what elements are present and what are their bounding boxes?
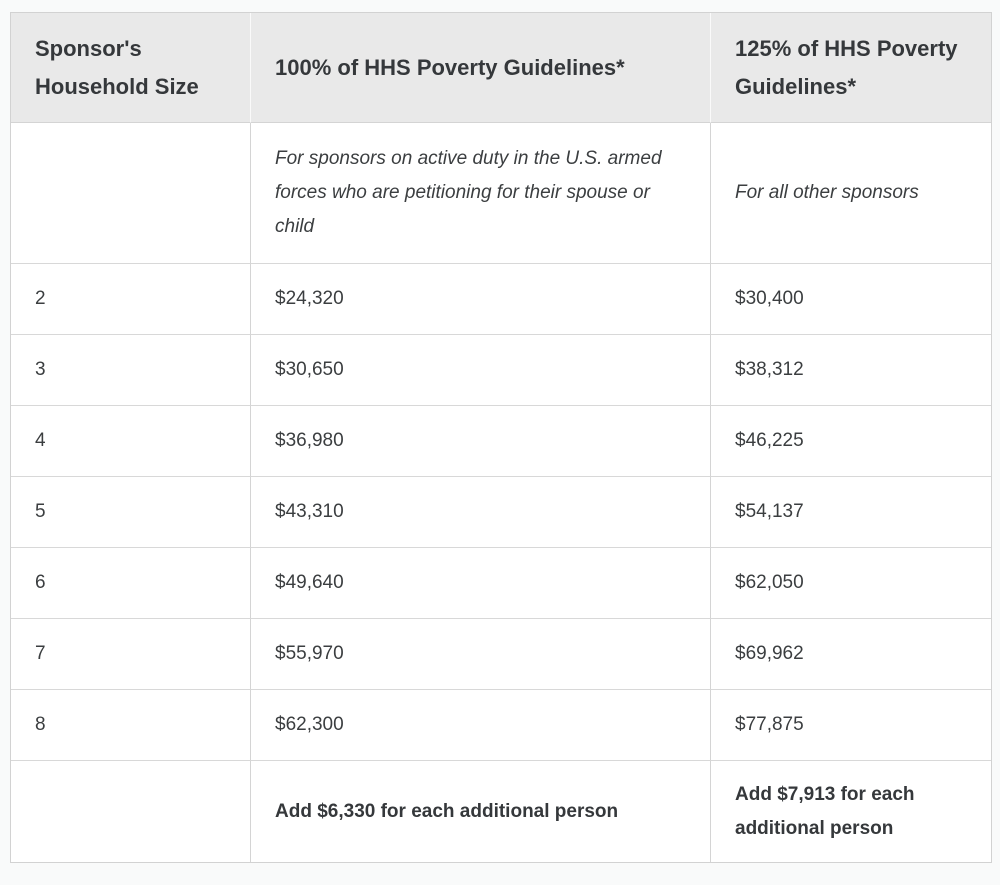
guideline-100-cell: $55,970 [251, 619, 711, 690]
note-cell-100: For sponsors on active duty in the U.S. … [251, 123, 711, 264]
household-size-cell: 5 [11, 477, 251, 548]
header-100-percent: 100% of HHS Poverty Guidelines* [251, 13, 711, 123]
guideline-100-cell: $30,650 [251, 335, 711, 406]
household-size-cell: 7 [11, 619, 251, 690]
table-row: 5 $43,310 $54,137 [11, 477, 991, 548]
note-all-other: For all other sponsors [735, 181, 919, 203]
guideline-100-cell: $62,300 [251, 690, 711, 761]
table-row: 8 $62,300 $77,875 [11, 690, 991, 761]
guideline-125-cell: $77,875 [711, 690, 991, 761]
guideline-125-cell: $38,312 [711, 335, 991, 406]
table-row: 7 $55,970 $69,962 [11, 619, 991, 690]
footer-cell-empty [11, 761, 251, 862]
household-size-cell: 4 [11, 406, 251, 477]
additional-person-row: Add $6,330 for each additional person Ad… [11, 761, 991, 862]
table-row: 3 $30,650 $38,312 [11, 335, 991, 406]
header-household-size: Sponsor's Household Size [11, 13, 251, 123]
guideline-125-cell: $54,137 [711, 477, 991, 548]
household-size-cell: 6 [11, 548, 251, 619]
guideline-125-cell: $62,050 [711, 548, 991, 619]
note-active-duty: For sponsors on active duty in the U.S. … [275, 147, 662, 238]
guideline-125-cell: $46,225 [711, 406, 991, 477]
header-125-percent: 125% of HHS Poverty Guidelines* [711, 13, 991, 123]
note-row: For sponsors on active duty in the U.S. … [11, 123, 991, 264]
guideline-100-cell: $49,640 [251, 548, 711, 619]
household-size-cell: 3 [11, 335, 251, 406]
guideline-125-cell: $69,962 [711, 619, 991, 690]
poverty-guidelines-table: Sponsor's Household Size 100% of HHS Pov… [10, 12, 992, 863]
footer-additional-100: Add $6,330 for each additional person [251, 761, 711, 862]
poverty-guidelines-table-container: Sponsor's Household Size 100% of HHS Pov… [10, 12, 992, 863]
household-size-cell: 8 [11, 690, 251, 761]
household-size-cell: 2 [11, 264, 251, 335]
note-cell-125: For all other sponsors [711, 123, 991, 264]
table-row: 4 $36,980 $46,225 [11, 406, 991, 477]
header-row: Sponsor's Household Size 100% of HHS Pov… [11, 13, 991, 123]
guideline-100-cell: $43,310 [251, 477, 711, 548]
footer-additional-125: Add $7,913 for each additional person [735, 784, 915, 839]
table-row: 6 $49,640 $62,050 [11, 548, 991, 619]
guideline-100-cell: $24,320 [251, 264, 711, 335]
guideline-125-cell: $30,400 [711, 264, 991, 335]
guideline-100-cell: $36,980 [251, 406, 711, 477]
table-row: 2 $24,320 $30,400 [11, 264, 991, 335]
note-cell-empty [11, 123, 251, 264]
